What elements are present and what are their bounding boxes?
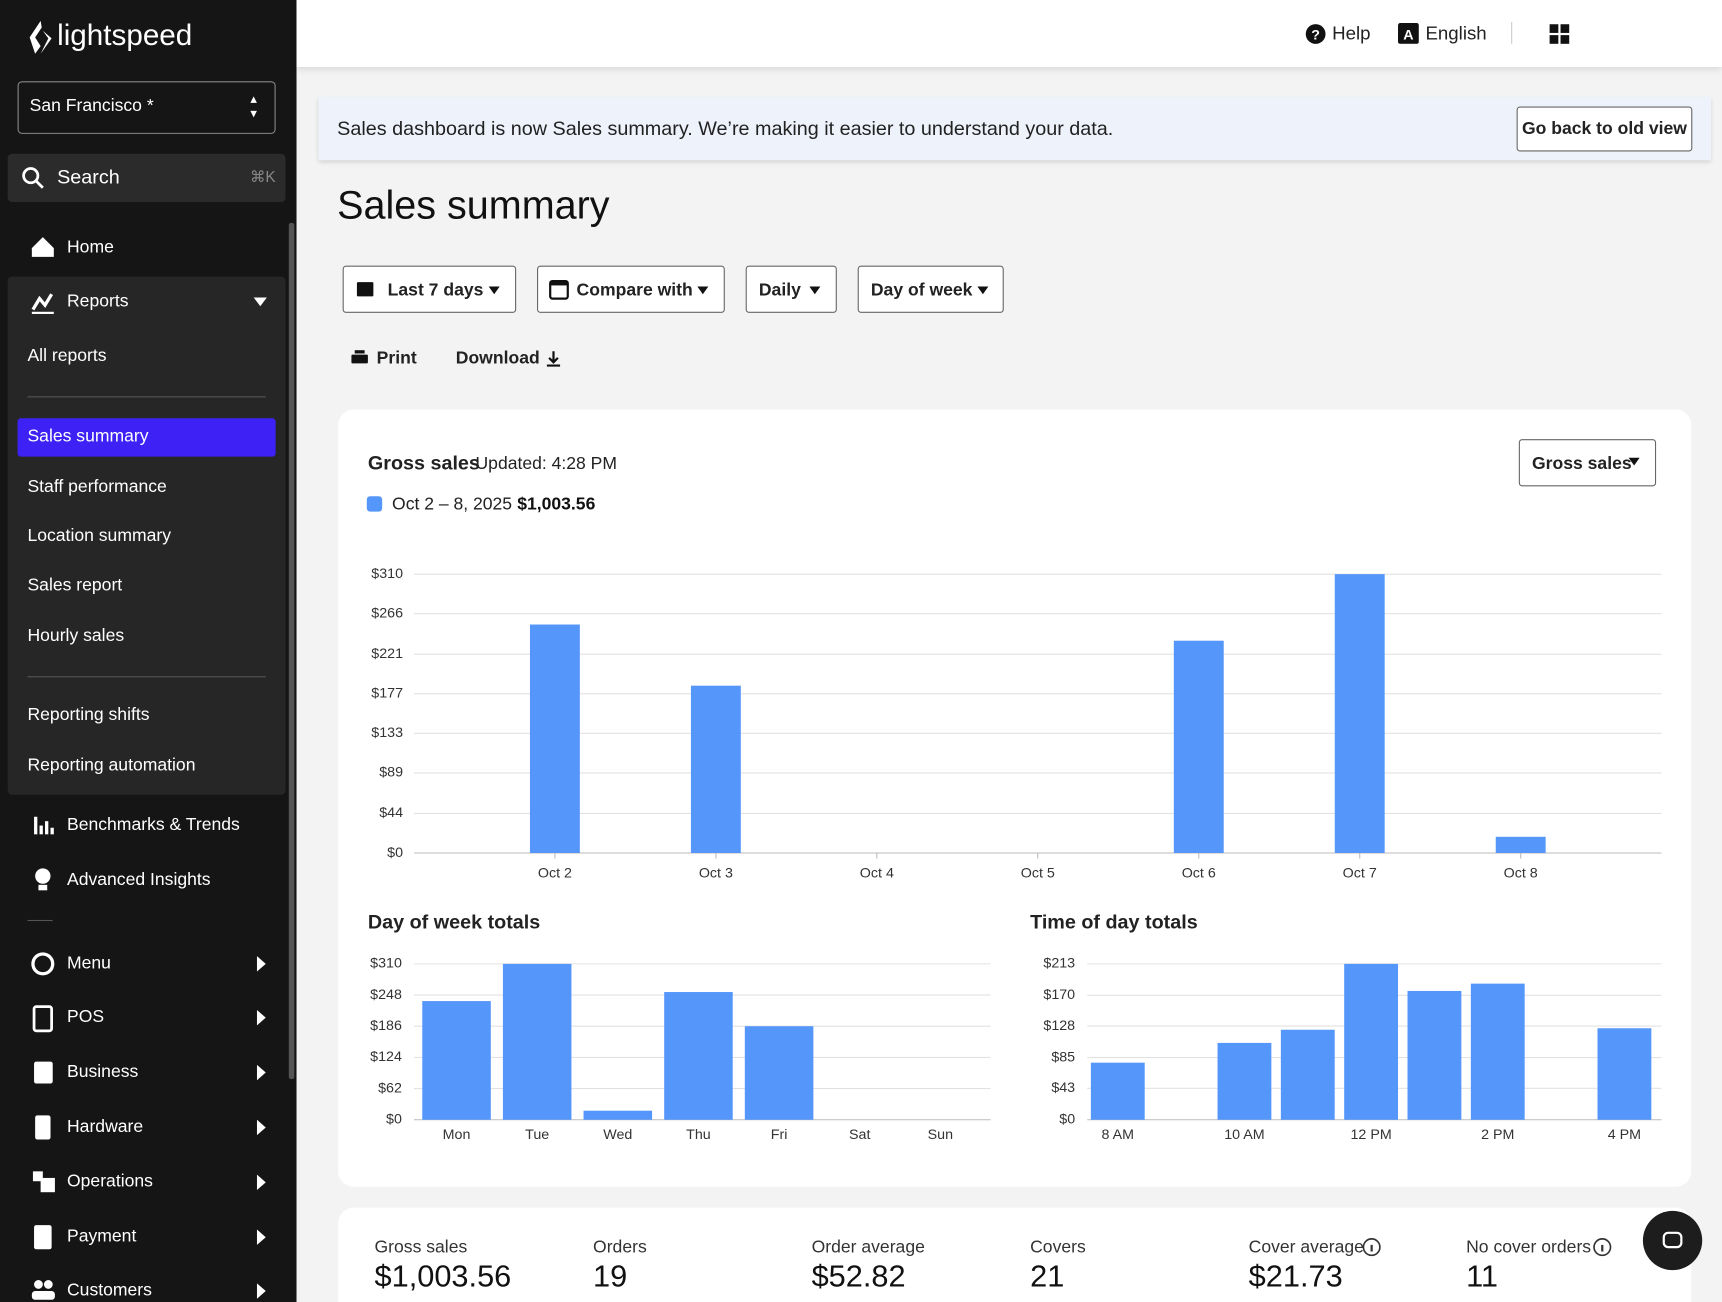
y-tick-label: $124 (370, 1049, 402, 1065)
x-tick-label: Sat (849, 1127, 870, 1143)
y-tick-label: $170 (1043, 987, 1075, 1003)
updated: Updated: 4:28 PM (476, 453, 617, 473)
bar (1408, 991, 1462, 1120)
x-tick-label: Sun (928, 1127, 953, 1143)
y-tick-label: $85 (1051, 1049, 1075, 1065)
bar (1218, 1043, 1272, 1120)
x-tick-label: 10 AM (1224, 1127, 1264, 1143)
y-tick-label: $221 (371, 646, 403, 662)
bar (1496, 837, 1546, 853)
y-tick-label: $44 (379, 805, 403, 821)
x-tick-label: Oct 2 (538, 866, 572, 882)
x-tick-label: 8 AM (1102, 1127, 1135, 1143)
bar (664, 992, 733, 1120)
y-tick-label: $62 (378, 1080, 402, 1096)
bar (422, 1001, 491, 1120)
chart-title: Time of day totals (1030, 911, 1198, 933)
x-tick-label: Oct 3 (699, 866, 733, 882)
chart-title: Day of week totals (368, 911, 540, 933)
y-tick-label: $43 (1051, 1080, 1075, 1096)
y-tick-label: $0 (1059, 1112, 1075, 1128)
y-tick-label: $248 (370, 987, 402, 1003)
y-tick-label: $133 (371, 725, 403, 741)
x-tick-label: Tue (525, 1127, 549, 1143)
y-tick-label: $310 (370, 956, 402, 972)
y-tick-label: $128 (1043, 1018, 1075, 1034)
bar (1335, 574, 1385, 853)
bar (1281, 1030, 1335, 1120)
bar (584, 1111, 653, 1120)
x-tick-label: Mon (443, 1127, 471, 1143)
bar (1471, 984, 1525, 1120)
x-tick-label: Oct 8 (1504, 866, 1538, 882)
bar (745, 1026, 814, 1120)
bar (503, 964, 572, 1120)
y-tick-label: $266 (371, 605, 403, 621)
bar (1174, 641, 1224, 853)
y-tick-label: $0 (387, 845, 403, 861)
y-tick-label: $310 (371, 566, 403, 582)
x-tick-label: Wed (603, 1127, 632, 1143)
legend-swatch (367, 496, 382, 511)
y-tick-label: $0 (386, 1112, 402, 1128)
bar (1091, 1063, 1145, 1120)
legend-name: Oct 2 – 8, 2025 (392, 494, 512, 514)
y-tick-label: $177 (371, 686, 403, 702)
bar (691, 686, 741, 853)
x-tick-label: Oct 4 (860, 866, 894, 882)
x-tick-label: 2 PM (1481, 1127, 1514, 1143)
y-tick-label: $89 (379, 765, 403, 781)
chart-title: Gross sales (368, 453, 480, 475)
y-tick-label: $186 (370, 1018, 402, 1034)
x-tick-label: Oct 6 (1182, 866, 1216, 882)
y-tick-label: $213 (1043, 956, 1075, 972)
legend-total: $1,003.56 (517, 494, 595, 514)
x-tick-label: Thu (686, 1127, 711, 1143)
bar (1598, 1028, 1652, 1119)
bar (1344, 964, 1398, 1120)
x-tick-label: Fri (771, 1127, 788, 1143)
x-tick-label: Oct 7 (1343, 866, 1377, 882)
x-tick-label: 4 PM (1608, 1127, 1641, 1143)
x-tick-label: 12 PM (1350, 1127, 1391, 1143)
x-tick-label: Oct 5 (1021, 866, 1055, 882)
bar (530, 625, 580, 853)
